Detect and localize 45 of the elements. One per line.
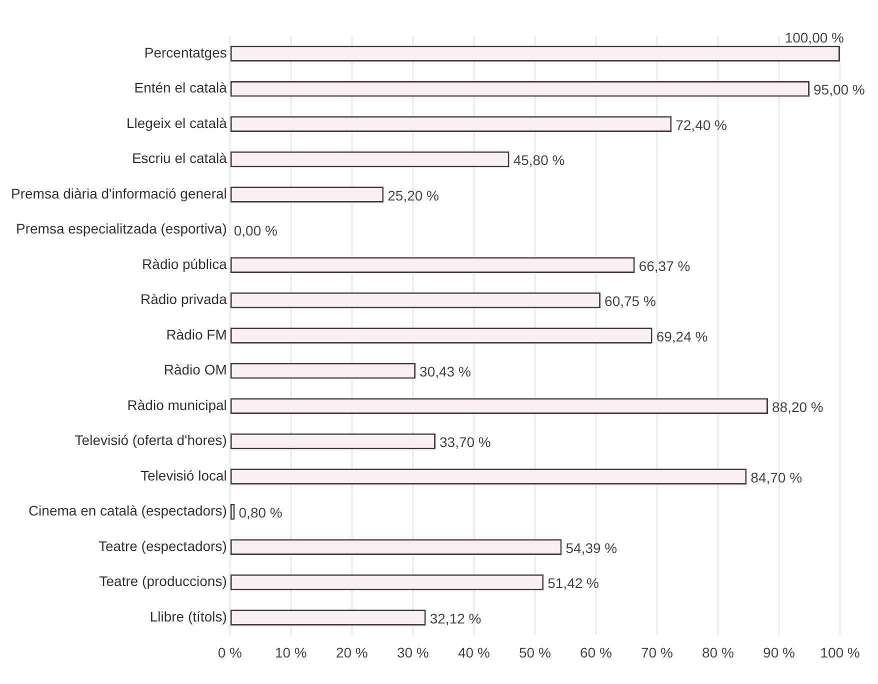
x-tick-label: 30 % [396,644,429,660]
data-label: 51,42 % [548,575,599,592]
x-tick-label: 80 % [702,644,734,660]
y-tick-label: Premsa especialitzada (esportiva) [16,220,227,237]
y-tick-label: Ràdio privada [140,291,228,308]
data-label: 88,20 % [772,398,824,415]
y-tick-label: Ràdio OM [164,362,227,378]
y-tick-label: Premsa diària d'informació general [10,185,227,202]
data-label: 100,00 % [784,29,844,46]
y-tick-label: Llegeix el català [126,114,228,131]
y-tick-label: Cinema en català (espectadors) [28,502,227,519]
x-tick-label: 20 % [336,644,368,660]
y-tick-label: Ràdio municipal [127,396,227,413]
data-label: 95,00 % [813,82,865,98]
data-label: 54,39 % [566,540,618,556]
y-tick-label: Percentatges [144,44,227,60]
data-label: 0,00 % [234,222,278,239]
data-label: 0,80 % [238,504,282,521]
y-tick-label: Ràdio FM [166,326,227,342]
x-tick-label: 0 % [218,644,242,660]
y-tick-label: Teatre (produccions) [99,573,227,590]
data-label: 33,70 % [439,434,491,450]
data-label: 45,80 % [513,152,565,168]
x-tick-label: 90 % [763,644,795,660]
x-tick-label: 40 % [458,644,490,660]
x-tick-label: 10 % [274,644,307,660]
data-label: 72,40 % [676,116,727,133]
data-label: 84,70 % [750,469,802,486]
y-tick-label: Llibre (títols) [150,608,227,624]
data-label: 69,24 % [656,328,708,344]
data-label: 32,12 % [430,610,482,626]
y-tick-label: Teatre (espectadors) [98,538,227,554]
data-label: 25,20 % [388,187,440,204]
data-label: 60,75 % [604,293,656,310]
y-tick-label: Ràdio pública [142,256,228,272]
y-tick-label: Escriu el català [132,150,228,166]
x-tick-label: 70 % [641,644,673,660]
y-tick-label: Televisió local [140,467,227,484]
data-label: 30,43 % [420,364,471,380]
x-tick-label: 100 % [820,644,860,660]
y-tick-label: Entén el català [134,80,228,96]
y-tick-label: Televisió (oferta d'hores) [74,432,227,448]
x-tick-label: 60 % [580,644,612,660]
data-label: 66,37 % [638,258,690,274]
x-tick-label: 50 % [518,644,551,660]
